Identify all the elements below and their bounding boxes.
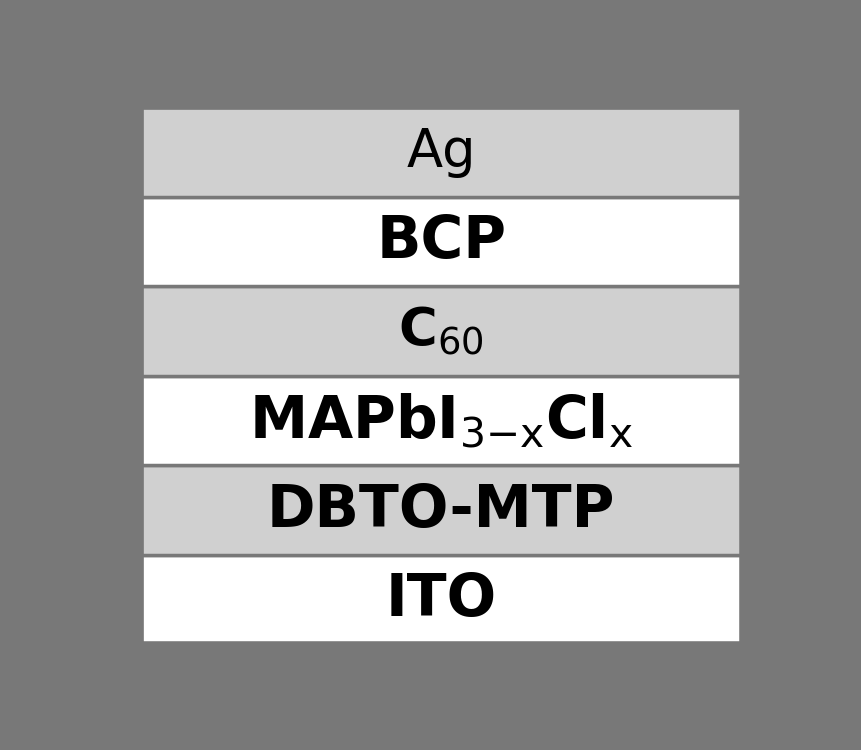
Text: $\mathbf{MAPbI}_{3\mathrm{-x}}\mathbf{Cl}_{\mathrm{x}}$: $\mathbf{MAPbI}_{3\mathrm{-x}}\mathbf{Cl…: [249, 392, 634, 450]
Bar: [141, 286, 741, 376]
Text: ITO: ITO: [386, 572, 497, 628]
Text: $\mathbf{C}_{60}$: $\mathbf{C}_{60}$: [399, 304, 484, 358]
Bar: [141, 196, 741, 286]
Bar: [141, 555, 741, 644]
Text: Ag: Ag: [406, 126, 476, 178]
Bar: [141, 376, 741, 465]
Bar: [141, 107, 741, 644]
Bar: [141, 107, 741, 196]
Text: DBTO-MTP: DBTO-MTP: [267, 482, 616, 538]
Bar: [141, 465, 741, 555]
Text: BCP: BCP: [376, 213, 506, 270]
